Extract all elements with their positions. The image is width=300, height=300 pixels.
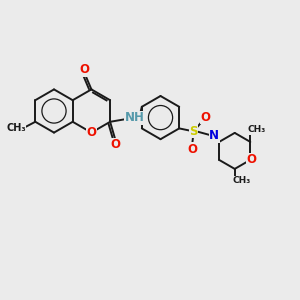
Text: O: O bbox=[200, 110, 210, 124]
Text: S: S bbox=[189, 125, 198, 138]
Text: O: O bbox=[187, 142, 197, 156]
Text: CH₃: CH₃ bbox=[6, 123, 26, 134]
Text: CH₃: CH₃ bbox=[232, 176, 250, 185]
Text: CH₃: CH₃ bbox=[248, 125, 266, 134]
Text: O: O bbox=[80, 63, 90, 76]
Text: O: O bbox=[86, 126, 96, 139]
Text: N: N bbox=[209, 129, 219, 142]
Text: NH: NH bbox=[125, 111, 145, 124]
Text: O: O bbox=[110, 138, 121, 152]
Text: O: O bbox=[247, 153, 257, 167]
